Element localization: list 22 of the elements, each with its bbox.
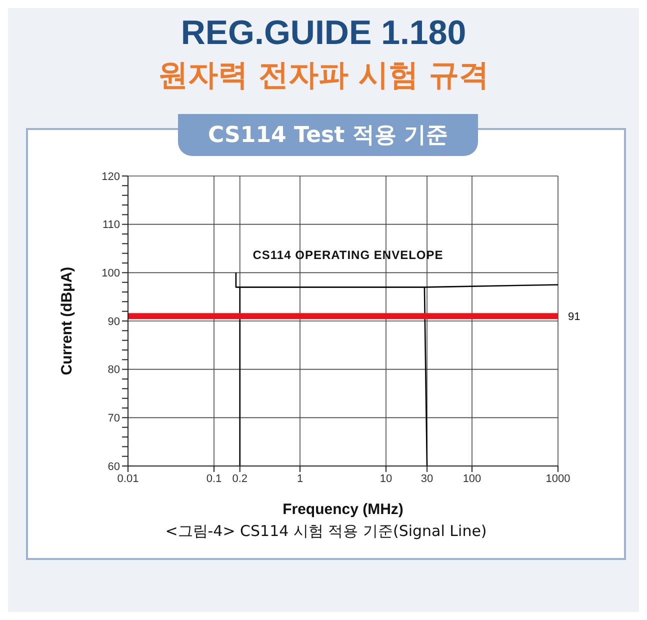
x-tick-label: 1 (296, 472, 304, 485)
y-tick-label: 90 (108, 316, 120, 328)
x-tick-label: 10 (380, 472, 392, 485)
x-axis-title: Frequency (MHz) (282, 501, 404, 518)
y-tick-label: 60 (108, 460, 120, 473)
x-tick-label: 0.1 (206, 472, 222, 485)
x-tick-label: 0.2 (232, 472, 248, 485)
x-tick-label: 1000 (546, 472, 570, 485)
y-tick-label: 120 (102, 170, 120, 183)
x-tick-label: 100 (462, 472, 482, 485)
y-tick-label: 70 (108, 412, 120, 425)
text: CS114 Test 적용 기준 (178, 114, 478, 156)
y-tick-label: 110 (102, 219, 120, 232)
text: <그림-4> CS114 시험 적용 기준(Signal Line) (164, 522, 488, 541)
chart-subtitle: 원자력 전자파 시험 규격 (156, 57, 490, 95)
chart-title: REG.GUIDE 1.180 (180, 14, 468, 53)
ref-line-label: 91 (568, 311, 580, 324)
x-tick-label: 0.01 (117, 472, 139, 485)
y-axis-title: Current (dBμA) (58, 266, 76, 376)
y-tick-label: 80 (108, 364, 120, 376)
y-tick-label: 100 (102, 268, 120, 280)
x-tick-label: 30 (420, 472, 434, 485)
